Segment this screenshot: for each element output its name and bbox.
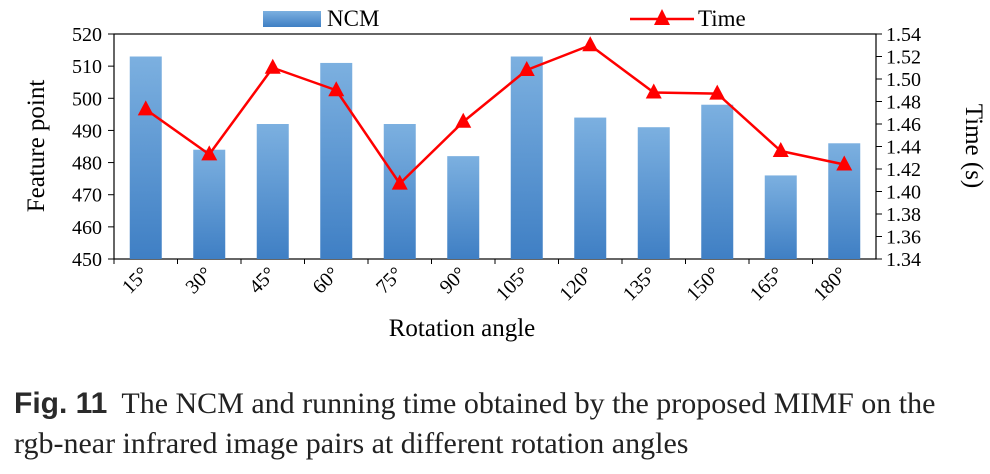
y-tick-label: 450 <box>72 249 102 271</box>
right-axis: 1.341.361.381.401.421.441.461.481.501.52… <box>876 24 921 271</box>
x-tick-label: 150° <box>682 263 724 305</box>
y-tick-label: 490 <box>72 120 102 142</box>
x-tick-label: 105° <box>492 263 534 305</box>
x-tick-label: 120° <box>555 263 597 305</box>
point-time <box>455 112 472 128</box>
x-tick-label: 15° <box>118 263 153 298</box>
point-time <box>836 155 853 171</box>
x-tick-label: 90° <box>435 263 470 298</box>
y2-tick-label: 1.40 <box>886 182 921 204</box>
plot-frame <box>113 33 877 260</box>
y2-tick-label: 1.48 <box>886 92 921 114</box>
legend-ncm-label: NCM <box>327 6 379 31</box>
x-tick-label: 60° <box>308 263 343 298</box>
x-axis: 15° 30° 45° 60° 75° 90° 105° 120° 135° 150° 165° 18… <box>113 259 852 305</box>
x-tick-label: 135° <box>619 263 661 305</box>
point-time <box>391 174 408 190</box>
y2-tick-label: 1.44 <box>886 137 921 159</box>
y2-tick-label: 1.36 <box>886 227 921 249</box>
y2-tick-label: 1.46 <box>886 114 921 136</box>
legend-ncm-swatch <box>263 11 321 27</box>
y2-tick-label: 1.38 <box>886 204 921 226</box>
bar-ncm <box>256 124 289 259</box>
point-time <box>201 145 218 161</box>
line-time <box>145 44 845 185</box>
bar-ncm <box>447 156 480 259</box>
y2-tick-label: 1.50 <box>886 69 921 91</box>
point-time <box>328 81 345 97</box>
y2-tick-label: 1.42 <box>886 159 921 181</box>
line-series-time <box>137 36 853 190</box>
y2-axis-title: Time (s) <box>960 104 987 189</box>
caption-label: Fig. 11 <box>14 387 108 420</box>
y-tick-label: 500 <box>72 88 102 110</box>
y-axis-title: Feature point <box>23 80 50 213</box>
point-time <box>518 61 535 76</box>
point-time <box>137 100 154 116</box>
bar-ncm <box>574 117 607 259</box>
point-time <box>772 142 789 157</box>
bar-ncm <box>701 104 734 259</box>
y-tick-label: 460 <box>72 217 102 239</box>
figure-caption: Fig. 11 The NCM and running time obtained… <box>14 384 984 464</box>
bar-ncm <box>637 127 670 259</box>
point-time <box>582 36 599 52</box>
legend-time-label: Time <box>698 6 746 31</box>
x-tick-label: 45° <box>245 263 280 298</box>
bar-series-ncm <box>129 56 861 259</box>
x-tick-label: 165° <box>746 263 788 305</box>
y-tick-label: 480 <box>72 153 102 175</box>
point-time <box>645 83 662 99</box>
y2-tick-label: 1.34 <box>886 249 921 271</box>
y-tick-label: 510 <box>72 56 102 78</box>
bar-ncm <box>510 56 543 259</box>
left-axis: 450 460 470 480 490 500 510 520 <box>72 24 114 271</box>
y-tick-label: 470 <box>72 185 102 207</box>
y2-tick-label: 1.54 <box>886 24 921 46</box>
legend: NCM Time <box>263 6 746 31</box>
legend-time-marker <box>654 9 670 25</box>
bar-ncm <box>193 149 226 259</box>
bar-ncm <box>383 124 416 259</box>
y2-tick-label: 1.52 <box>886 47 921 69</box>
y-tick-label: 520 <box>72 24 102 46</box>
x-axis-title: Rotation angle <box>389 315 536 342</box>
bar-ncm <box>764 175 797 259</box>
point-time <box>709 84 726 100</box>
caption-text: The NCM and running time obtained by the… <box>14 387 936 460</box>
x-tick-label: 30° <box>181 263 216 298</box>
x-tick-label: 180° <box>809 263 851 305</box>
bar-ncm <box>129 56 162 259</box>
point-time <box>264 58 281 74</box>
x-tick-label: 75° <box>372 263 407 298</box>
